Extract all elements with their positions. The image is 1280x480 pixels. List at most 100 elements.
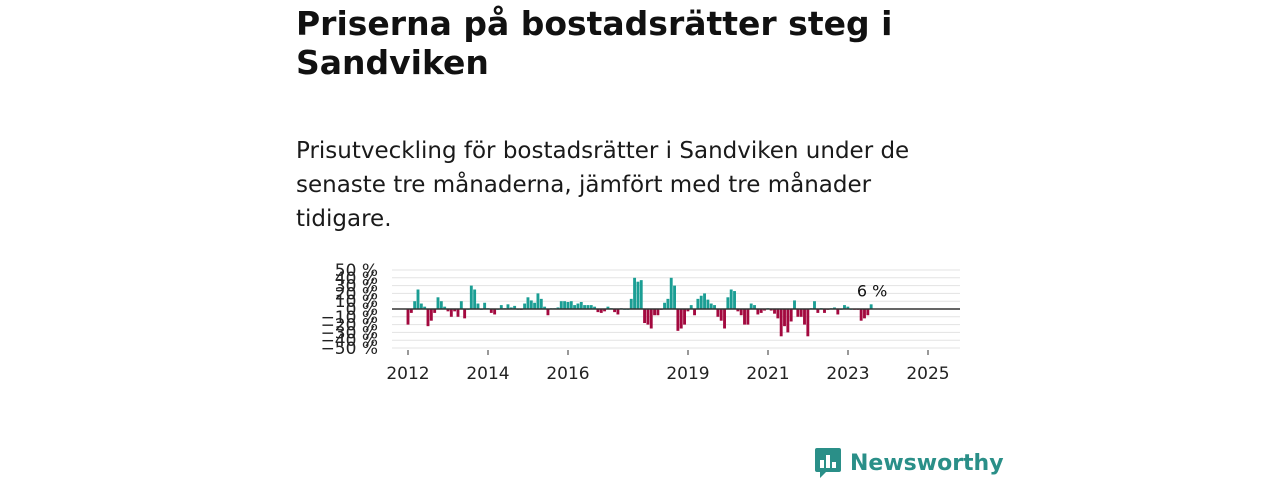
bar [833,307,836,309]
bar-chart: 50 %40 %30 %20 %10 %0 %−10 %−20 %−30 %−4… [321,261,960,384]
bar [653,309,657,316]
bar [803,309,806,325]
bar [753,305,756,309]
bar [783,309,786,327]
y-tick-label: −40 % [321,331,378,351]
x-tick-label: 2014 [466,364,509,384]
bar [746,309,750,325]
bar [469,285,473,309]
x-tick-label: 2025 [906,364,949,384]
bar [556,307,560,309]
bar [586,305,590,309]
bar [443,306,447,309]
bar [693,309,696,316]
brand-name: Newsworthy [850,450,1004,476]
bar [416,289,420,309]
bar [483,302,487,309]
newsworthy-bar-chart-icon [815,448,841,478]
bar [563,301,567,309]
bar [559,301,563,309]
bar [779,309,783,337]
bar [419,303,423,309]
bar [719,309,723,321]
bar [686,309,690,312]
bar [439,301,443,309]
bar [429,309,433,321]
bar [736,309,740,312]
y-tick-label: 20 % [335,284,378,304]
bar [646,309,650,325]
bar [756,309,760,315]
bar [406,309,410,325]
bar [699,295,703,309]
bar [423,306,427,309]
bar [629,298,633,309]
bar [523,303,527,309]
bar [723,309,726,329]
bar [636,281,640,309]
newsworthy-brand: Newsworthy [814,446,1004,480]
bar [866,309,870,316]
bar [733,291,736,309]
bar [463,309,467,319]
bar [666,298,670,309]
bar [493,309,497,315]
bar [589,305,593,309]
bar [743,309,746,325]
bar [489,309,493,313]
bar [863,309,866,319]
bar [823,309,826,313]
bar [786,309,790,333]
bar [669,277,673,309]
bar [606,306,610,309]
x-axis-labels: 2012 2014 2016 2019 2021 2023 2025 [386,350,950,384]
bar [813,301,816,309]
bar [596,309,600,313]
bar [453,309,457,312]
chart-title: Priserna på bostadsrätter steg i Sandvik… [296,4,893,82]
bar [816,309,820,313]
bar [663,302,667,309]
y-tick-label: −50 % [321,339,378,359]
bar [433,309,437,313]
bar [806,309,810,337]
last-value-label: 6 % [857,281,887,300]
bar [656,309,660,316]
bar [506,304,510,309]
y-tick-label: 10 % [335,292,378,312]
bar [593,306,597,309]
bar [569,301,573,309]
bar [683,309,686,325]
bar [543,306,547,309]
bar [749,303,753,309]
y-tick-label: 30 % [335,277,378,297]
bar [536,293,540,309]
bar [566,301,570,309]
bar [846,306,850,309]
bar [776,309,780,319]
bar [583,305,587,309]
bar [859,309,863,321]
bar [599,309,603,313]
bar [793,300,796,309]
bar [716,309,720,317]
y-tick-label: −20 % [321,316,378,336]
y-tick-label: −10 % [321,308,378,328]
bar [576,303,580,309]
bar [513,305,517,309]
bar [573,305,577,309]
bar [703,293,706,309]
bar [679,309,683,329]
bar [426,309,430,327]
bar [499,305,503,309]
bar [456,309,460,317]
bar [706,299,710,309]
bar [546,309,550,316]
bar [769,309,773,311]
bar [613,309,617,313]
bar [579,301,583,309]
bar [729,289,733,309]
y-axis-labels: 50 %40 %30 %20 %10 %0 %−10 %−20 %−30 %−4… [321,261,378,359]
bar [529,300,533,309]
bar [673,285,676,309]
